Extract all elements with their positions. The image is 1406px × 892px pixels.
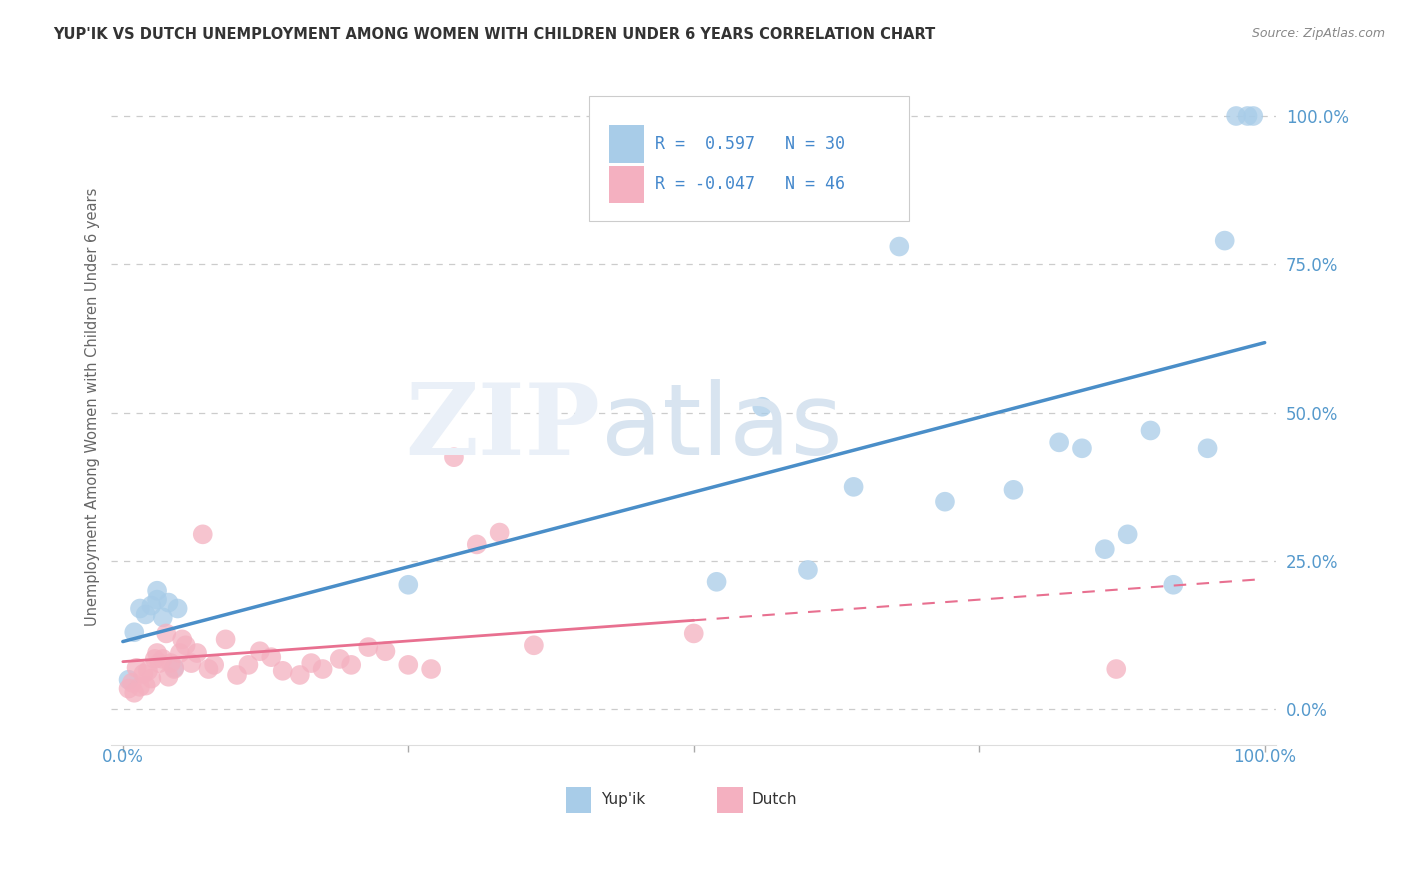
Point — [420, 662, 443, 676]
Point — [1241, 109, 1264, 123]
Point — [299, 656, 322, 670]
Point — [152, 610, 174, 624]
Point — [122, 686, 145, 700]
Point — [117, 673, 139, 687]
Point — [396, 578, 419, 592]
Point — [340, 657, 363, 672]
Point — [523, 638, 546, 652]
Point — [1094, 542, 1116, 557]
Point — [132, 666, 155, 681]
Point — [143, 652, 166, 666]
Point — [166, 601, 188, 615]
Point — [226, 668, 249, 682]
Point — [191, 527, 214, 541]
FancyBboxPatch shape — [717, 787, 742, 813]
Point — [146, 583, 169, 598]
Point — [1071, 442, 1094, 456]
Point — [488, 525, 510, 540]
Point — [1047, 435, 1070, 450]
Point — [889, 239, 911, 253]
Point — [136, 664, 159, 678]
Text: Yup'ik: Yup'ik — [600, 792, 645, 807]
Point — [1105, 662, 1128, 676]
Text: R =  0.597   N = 30: R = 0.597 N = 30 — [655, 135, 845, 153]
Point — [157, 670, 180, 684]
Point — [329, 652, 352, 666]
Point — [1116, 527, 1139, 541]
Text: atlas: atlas — [600, 378, 842, 475]
Point — [129, 680, 152, 694]
Point — [797, 563, 820, 577]
Point — [141, 599, 163, 613]
Point — [1139, 424, 1161, 438]
Point — [129, 601, 152, 615]
Point — [163, 662, 186, 676]
Text: R = -0.047   N = 46: R = -0.047 N = 46 — [655, 175, 845, 194]
Point — [288, 668, 311, 682]
Point — [465, 537, 488, 551]
Point — [155, 626, 177, 640]
Point — [159, 656, 181, 670]
Text: YUP'IK VS DUTCH UNEMPLOYMENT AMONG WOMEN WITH CHILDREN UNDER 6 YEARS CORRELATION: YUP'IK VS DUTCH UNEMPLOYMENT AMONG WOMEN… — [53, 27, 935, 42]
FancyBboxPatch shape — [589, 95, 910, 220]
Point — [357, 640, 380, 654]
Point — [202, 657, 225, 672]
Text: 0.0%: 0.0% — [101, 748, 143, 766]
Point — [934, 494, 956, 508]
Text: Dutch: Dutch — [752, 792, 797, 807]
Point — [122, 625, 145, 640]
Point — [197, 662, 219, 676]
Point — [396, 657, 419, 672]
Point — [1002, 483, 1025, 497]
Point — [186, 646, 208, 660]
Point — [374, 644, 396, 658]
FancyBboxPatch shape — [609, 126, 644, 162]
Point — [1236, 109, 1258, 123]
Point — [152, 652, 174, 666]
FancyBboxPatch shape — [565, 787, 592, 813]
Point — [163, 661, 186, 675]
Point — [146, 646, 169, 660]
Point — [121, 675, 143, 690]
Point — [214, 632, 236, 647]
Point — [172, 632, 194, 647]
Point — [260, 650, 283, 665]
Point — [141, 672, 163, 686]
Point — [311, 662, 333, 676]
Point — [146, 592, 169, 607]
Text: 100.0%: 100.0% — [1233, 748, 1296, 766]
Point — [135, 679, 157, 693]
Y-axis label: Unemployment Among Women with Children Under 6 years: Unemployment Among Women with Children U… — [86, 187, 100, 626]
Point — [682, 626, 704, 640]
Point — [271, 664, 294, 678]
Point — [1225, 109, 1247, 123]
Point — [125, 661, 148, 675]
Point — [135, 607, 157, 622]
Point — [157, 596, 180, 610]
Point — [249, 644, 271, 658]
Point — [1163, 578, 1185, 592]
FancyBboxPatch shape — [609, 166, 644, 202]
Point — [443, 450, 465, 465]
Point — [169, 646, 191, 660]
Point — [751, 400, 773, 414]
Text: ZIP: ZIP — [406, 378, 600, 475]
Text: Source: ZipAtlas.com: Source: ZipAtlas.com — [1251, 27, 1385, 40]
Point — [1197, 442, 1219, 456]
Point — [148, 656, 170, 670]
Point — [117, 681, 139, 696]
Point — [1213, 234, 1236, 248]
Point — [180, 656, 202, 670]
Point — [842, 480, 865, 494]
Point — [174, 638, 197, 652]
Point — [238, 657, 260, 672]
Point — [706, 574, 728, 589]
